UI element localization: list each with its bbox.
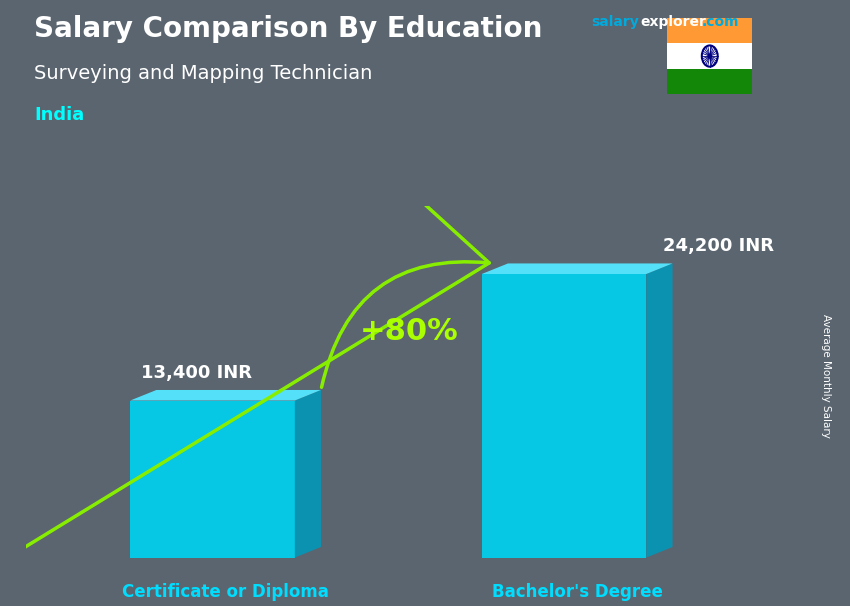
- Polygon shape: [295, 390, 321, 558]
- Polygon shape: [130, 390, 321, 401]
- Text: salary: salary: [591, 15, 638, 29]
- Circle shape: [708, 54, 711, 58]
- Text: +80%: +80%: [360, 317, 458, 346]
- Text: explorer: explorer: [640, 15, 705, 29]
- FancyArrowPatch shape: [0, 0, 490, 606]
- Polygon shape: [482, 264, 672, 274]
- Text: 24,200 INR: 24,200 INR: [663, 237, 774, 255]
- Text: Surveying and Mapping Technician: Surveying and Mapping Technician: [34, 64, 372, 82]
- Text: Bachelor's Degree: Bachelor's Degree: [491, 584, 663, 601]
- Polygon shape: [482, 274, 646, 558]
- Bar: [667, 44, 752, 68]
- Text: Certificate or Diploma: Certificate or Diploma: [122, 584, 329, 601]
- Text: 13,400 INR: 13,400 INR: [140, 364, 252, 382]
- Text: India: India: [34, 106, 84, 124]
- Text: .com: .com: [702, 15, 740, 29]
- Bar: [667, 18, 752, 44]
- Polygon shape: [130, 401, 295, 558]
- Text: Salary Comparison By Education: Salary Comparison By Education: [34, 15, 542, 43]
- Polygon shape: [646, 264, 672, 558]
- Bar: [667, 68, 752, 94]
- Text: Average Monthly Salary: Average Monthly Salary: [821, 314, 831, 438]
